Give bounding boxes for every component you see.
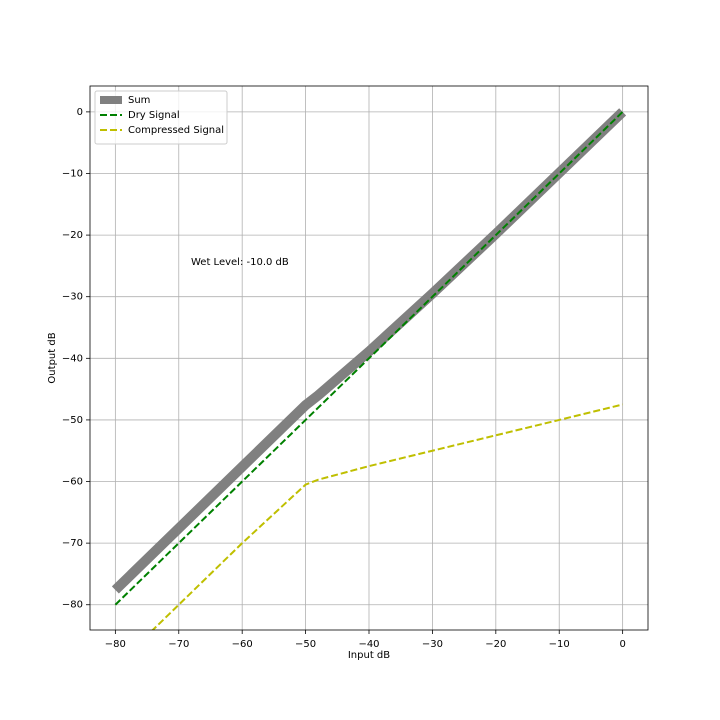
annotation: Wet Level: -10.0 dB [191, 257, 289, 268]
y-tick-label: −40 [62, 353, 83, 364]
y-tick-label: −60 [62, 477, 83, 488]
x-tick-label: 0 [619, 639, 625, 650]
x-tick-label: −60 [232, 639, 253, 650]
legend-label: Sum [128, 95, 150, 106]
y-axis-label: Output dB [47, 332, 58, 383]
data-line [114, 111, 624, 606]
x-tick-label: −40 [358, 639, 379, 650]
x-axis-label: Input dB [348, 650, 390, 661]
y-tick-label: −80 [62, 600, 83, 611]
y-tick-label: 0 [77, 107, 83, 118]
legend-label: Dry Signal [128, 110, 180, 121]
y-tick-label: −10 [62, 168, 83, 179]
y-tick-label: −70 [62, 538, 83, 549]
legend-label: Compressed Signal [128, 125, 224, 136]
y-tick-label: −30 [62, 292, 83, 303]
x-tick-label: −30 [422, 639, 443, 650]
x-tick-label: −70 [168, 639, 189, 650]
y-tick-label: −20 [62, 230, 83, 241]
data-line [151, 403, 623, 630]
x-tick-label: −80 [105, 639, 126, 650]
x-tick-label: −10 [549, 639, 570, 650]
legend-box [94, 90, 228, 145]
y-tick-label: −50 [62, 415, 83, 426]
x-tick-label: −50 [295, 639, 316, 650]
x-tick-label: −20 [485, 639, 506, 650]
